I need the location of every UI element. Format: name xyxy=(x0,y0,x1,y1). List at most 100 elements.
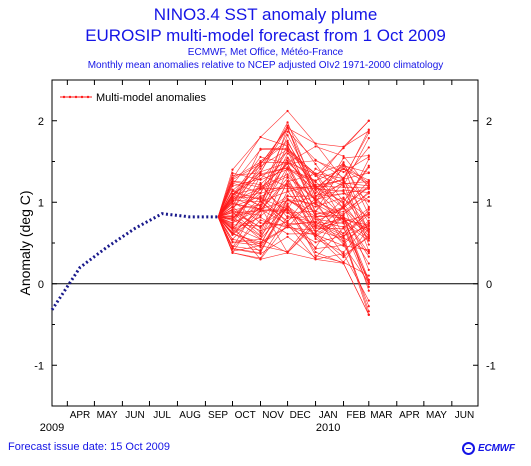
forecast-member-point xyxy=(259,167,262,170)
forecast-member-point xyxy=(314,159,317,162)
forecast-member-point xyxy=(286,222,289,226)
x-year-label: 2010 xyxy=(316,422,340,434)
forecast-member-point xyxy=(342,244,345,247)
legend-marker xyxy=(62,95,66,99)
forecast-member-point xyxy=(286,209,289,212)
forecast-member-point xyxy=(342,236,345,239)
forecast-member-point xyxy=(259,195,262,198)
forecast-member-point xyxy=(314,241,317,244)
forecast-member-point xyxy=(314,246,317,249)
forecast-member-point xyxy=(367,299,370,302)
forecast-member-point xyxy=(259,219,262,222)
forecast-member-point xyxy=(367,199,370,202)
forecast-member-point xyxy=(231,211,234,214)
forecast-member-point xyxy=(286,176,289,179)
forecast-member-point xyxy=(286,211,289,214)
forecast-member-point xyxy=(259,171,262,174)
forecast-member-point xyxy=(286,147,289,150)
forecast-member-point xyxy=(342,167,345,171)
forecast-member-point xyxy=(367,166,370,169)
x-year-label: 2009 xyxy=(40,422,64,434)
forecast-member-point xyxy=(342,201,345,204)
forecast-member-point xyxy=(286,168,289,171)
forecast-member-point xyxy=(231,194,234,197)
forecast-member-point xyxy=(342,210,345,213)
forecast-member-point xyxy=(367,268,370,272)
forecast-member-point xyxy=(286,130,289,133)
forecast-member-point xyxy=(259,246,262,249)
forecast-member-point xyxy=(367,262,370,265)
forecast-member-point xyxy=(342,216,345,219)
forecast-member-point xyxy=(259,241,262,244)
ecmwf-logo-icon xyxy=(462,441,475,455)
forecast-member-point xyxy=(367,183,370,186)
forecast-member-point xyxy=(367,237,370,240)
forecast-member-point xyxy=(314,230,317,233)
forecast-member-point xyxy=(286,109,289,113)
forecast-member-point xyxy=(342,213,345,216)
forecast-member-point xyxy=(259,165,262,168)
forecast-member-point xyxy=(231,168,234,171)
forecast-member-point xyxy=(342,155,345,158)
forecast-member-point xyxy=(286,183,289,186)
forecast-member-point xyxy=(367,216,370,219)
forecast-member-point xyxy=(314,215,317,218)
forecast-member-point xyxy=(231,183,234,186)
x-tick-label: DEC xyxy=(290,410,311,421)
forecast-member-point xyxy=(286,215,289,218)
forecast-member-point xyxy=(367,250,370,254)
y-tick-label-right: 2 xyxy=(486,116,492,128)
forecast-member-point xyxy=(342,232,345,235)
forecast-member-point xyxy=(314,187,317,190)
forecast-member-point xyxy=(259,178,262,181)
forecast-member-point xyxy=(259,258,262,261)
forecast-member-point xyxy=(342,184,345,187)
forecast-member-point xyxy=(367,146,370,149)
forecast-member-point xyxy=(314,237,317,240)
forecast-member-point xyxy=(342,206,345,209)
forecast-member-point xyxy=(367,274,370,277)
forecast-member-point xyxy=(231,172,234,175)
forecast-member-point xyxy=(231,208,234,211)
forecast-member-point xyxy=(231,188,234,191)
analysis-line xyxy=(50,212,219,311)
forecast-member-point xyxy=(342,225,345,229)
forecast-member-point xyxy=(286,189,289,192)
forecast-member-point xyxy=(259,249,262,252)
x-tick-label: AUG xyxy=(179,410,201,421)
forecast-issue-date: Forecast issue date: 15 Oct 2009 xyxy=(8,441,171,453)
forecast-member-point xyxy=(231,199,234,202)
forecast-member-point xyxy=(231,205,234,209)
forecast-member-point xyxy=(342,161,345,164)
forecast-member-point xyxy=(367,181,370,185)
forecast-member-point xyxy=(314,162,317,166)
x-tick-label: FEB xyxy=(346,410,366,421)
forecast-member-point xyxy=(367,255,370,258)
forecast-member-point xyxy=(367,234,370,237)
forecast-member-point xyxy=(342,255,345,259)
forecast-member-point xyxy=(231,238,234,241)
forecast-member-point xyxy=(231,221,234,224)
forecast-member-point xyxy=(286,166,289,169)
forecast-member-point xyxy=(342,243,345,246)
forecast-member-point xyxy=(231,233,234,236)
forecast-member-point xyxy=(286,235,289,238)
y-tick-label-right: 0 xyxy=(486,279,492,291)
forecast-member-point xyxy=(342,262,345,265)
forecast-member-point xyxy=(367,219,370,222)
x-tick-label: JAN xyxy=(319,410,338,421)
forecast-member-point xyxy=(286,143,289,146)
forecast-member-point xyxy=(259,221,262,225)
forecast-member-point xyxy=(314,254,317,257)
x-tick-label: MAR xyxy=(370,410,392,421)
forecast-member-point xyxy=(231,224,234,227)
forecast-member-point xyxy=(286,156,289,159)
forecast-member-point xyxy=(286,134,289,137)
forecast-member-point xyxy=(367,164,370,167)
forecast-member-point xyxy=(286,162,289,165)
forecast-member-point xyxy=(367,305,370,308)
forecast-member-point xyxy=(259,250,262,253)
forecast-member-point xyxy=(286,220,289,223)
forecast-members xyxy=(217,109,370,316)
y-tick-label-left: -1 xyxy=(34,360,44,372)
